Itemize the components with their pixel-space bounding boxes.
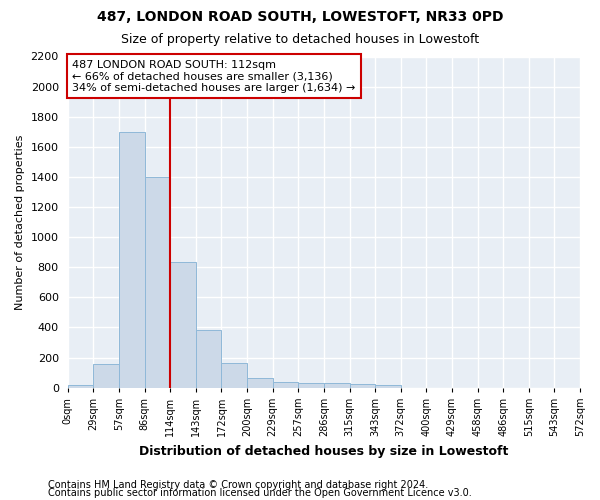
Bar [196, 330, 221, 388]
X-axis label: Distribution of detached houses by size in Lowestoft: Distribution of detached houses by size … [139, 444, 509, 458]
Bar [145, 177, 170, 388]
Text: Contains HM Land Registry data © Crown copyright and database right 2024.: Contains HM Land Registry data © Crown c… [48, 480, 428, 490]
Bar [221, 363, 247, 388]
Y-axis label: Number of detached properties: Number of detached properties [15, 134, 25, 310]
Bar [170, 262, 196, 388]
Bar [324, 383, 350, 388]
Text: 487 LONDON ROAD SOUTH: 112sqm
← 66% of detached houses are smaller (3,136)
34% o: 487 LONDON ROAD SOUTH: 112sqm ← 66% of d… [72, 60, 356, 92]
Bar [298, 383, 324, 388]
Bar [350, 384, 375, 388]
Text: Contains public sector information licensed under the Open Government Licence v3: Contains public sector information licen… [48, 488, 472, 498]
Text: Size of property relative to detached houses in Lowestoft: Size of property relative to detached ho… [121, 32, 479, 46]
Bar [94, 364, 119, 388]
Bar [119, 132, 145, 388]
Bar [68, 386, 94, 388]
Bar [375, 386, 401, 388]
Text: 487, LONDON ROAD SOUTH, LOWESTOFT, NR33 0PD: 487, LONDON ROAD SOUTH, LOWESTOFT, NR33 … [97, 10, 503, 24]
Bar [247, 378, 272, 388]
Bar [272, 382, 298, 388]
